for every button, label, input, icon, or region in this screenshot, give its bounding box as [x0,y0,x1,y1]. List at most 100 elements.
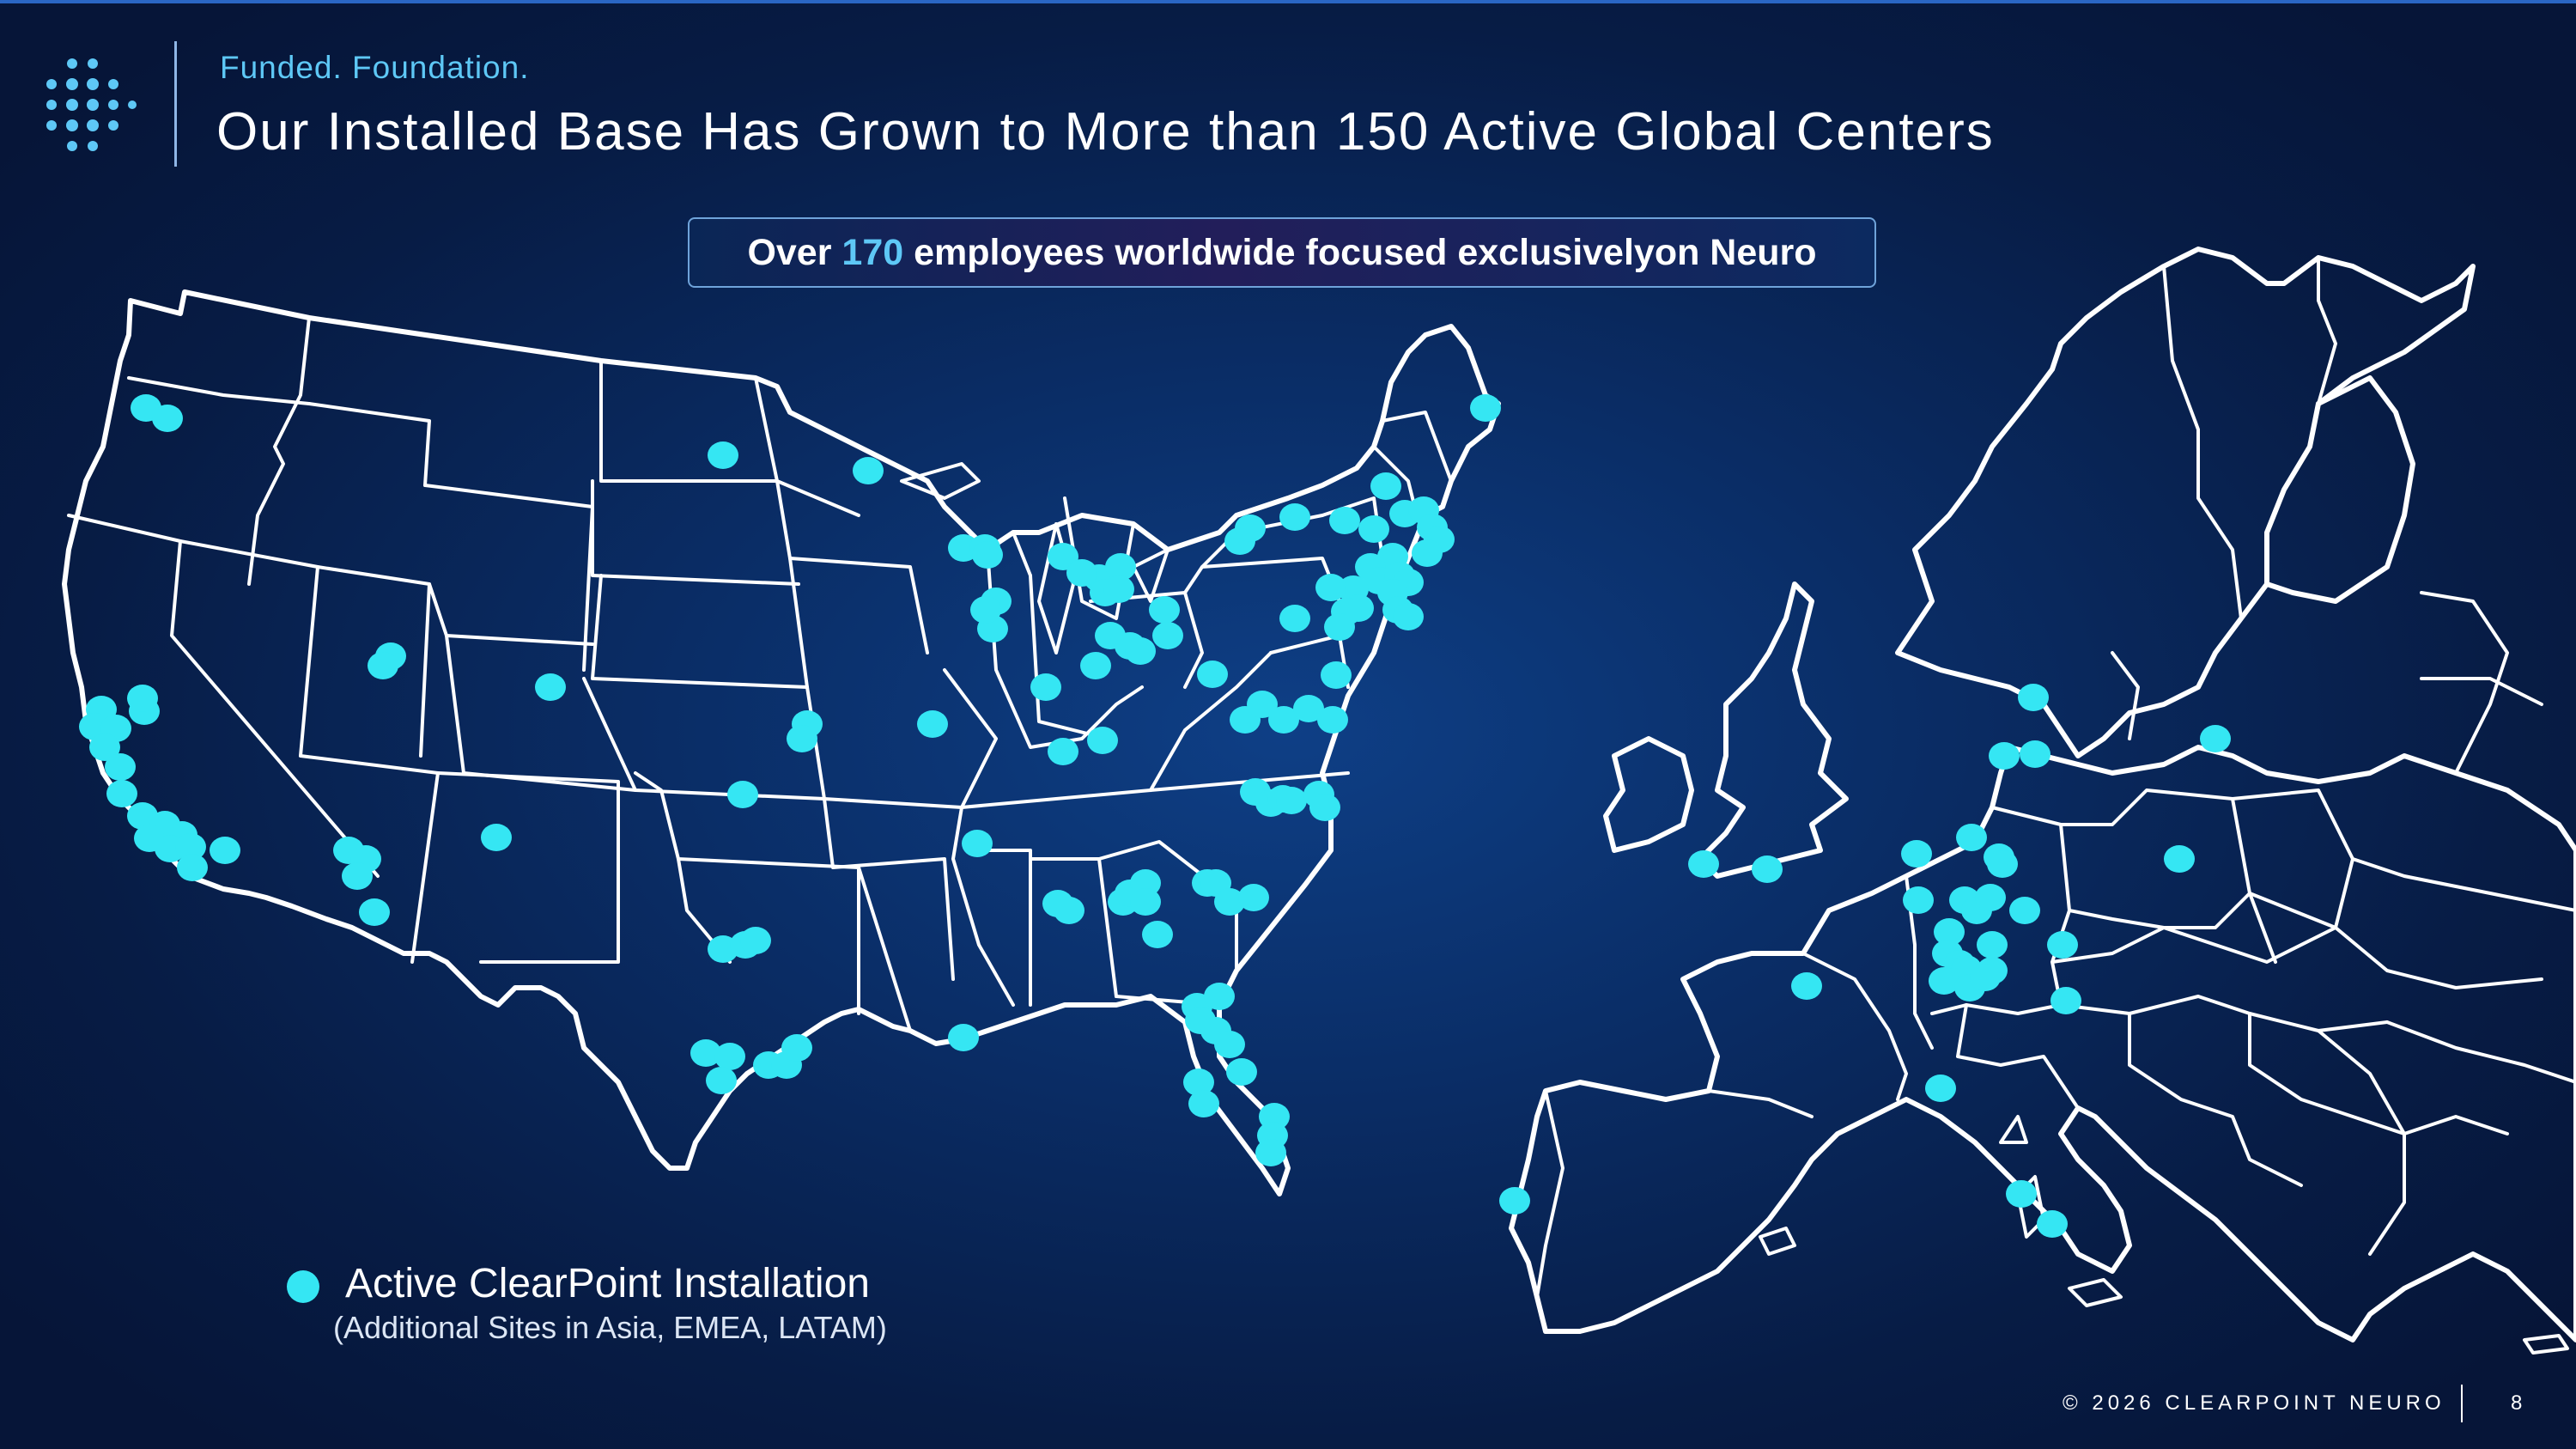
installation-marker [706,1067,737,1094]
installation-marker [1255,1139,1286,1166]
legend-label: Active ClearPoint Installation [345,1261,870,1306]
installation-marker [2047,931,2078,959]
installation-marker [1321,661,1352,689]
installation-marker [714,1043,745,1070]
installation-marker [1929,967,1959,995]
installation-marker [781,1034,812,1062]
legend-note: (Additional Sites in Asia, EMEA, LATAM) [333,1310,887,1345]
us-outline [62,289,1501,1196]
installation-marker [105,753,136,781]
installation-marker [210,837,240,864]
installation-marker [1276,787,1307,814]
header-divider [174,41,177,167]
installation-marker [89,734,120,761]
installation-marker [1105,553,1136,581]
installation-marker [1197,661,1228,688]
installation-marker [1188,1090,1219,1117]
installation-marker [1183,1068,1214,1096]
installation-marker [2018,684,2049,711]
installation-marker [1130,869,1161,897]
installation-marker [535,673,566,701]
finland-outline [2264,375,2415,604]
installation-marker [1688,850,1719,878]
installation-marker [1315,574,1346,601]
installation-marker [1317,706,1348,734]
installation-marker [1080,652,1111,679]
footer-divider [2461,1385,2463,1422]
installation-marker [1247,691,1278,718]
installation-marker [106,780,137,807]
installation-marker [2050,987,2081,1014]
installation-marker [1268,706,1299,734]
installation-marker [1214,1031,1245,1058]
installation-marker [1970,964,2001,991]
installation-marker [853,457,884,484]
installation-marker [127,685,158,712]
installation-marker [1152,622,1183,649]
installation-marker [948,534,979,562]
clearpoint-logo-icon [46,58,137,151]
page-number: 8 [2511,1391,2523,1415]
installation-marker [2006,1180,2037,1208]
installation-marker [177,854,208,881]
installation-marker [1925,1075,1956,1102]
installation-marker [1499,1187,1530,1215]
installation-marker [1329,507,1360,534]
installation-marker [1470,394,1501,422]
installation-marker [359,898,390,926]
installation-marker [1791,972,1822,1000]
ireland-outline [1603,736,1694,853]
installation-marker [1934,918,1965,946]
installation-marker [1293,695,1324,722]
installation-marker [2200,725,2231,752]
installation-marker [1393,603,1424,630]
installation-marker [1030,673,1061,701]
installation-marker [1214,888,1245,916]
installation-marker [1987,850,2018,878]
scandinavia-outline [1895,247,2476,758]
installation-marker [2164,845,2195,873]
tagline: Funded. Foundation. [220,50,530,85]
installation-marker [1309,794,1340,821]
installation-marker [2037,1210,2068,1238]
installation-marker [1977,931,2008,959]
installation-marker [727,781,758,808]
installation-marker [481,824,512,851]
footer-copyright: © 2026 CLEARPOINT NEURO [2063,1391,2445,1415]
installation-marker [1125,637,1156,665]
callout-number: 170 [841,231,904,273]
top-accent-line [0,0,2576,3]
installation-marker [1903,886,1934,914]
installation-marker [1752,855,1783,883]
installation-marker [1087,727,1118,754]
installation-marker [948,1024,979,1051]
page-title: Our Installed Base Has Grown to More tha… [216,102,1995,161]
installation-marker [1103,575,1134,603]
installation-marker [1066,559,1097,587]
installation-marker [1048,738,1078,765]
installation-marker [368,652,398,679]
installation-marker [152,405,183,432]
installation-marker [1279,503,1310,531]
installation-marker [1279,605,1310,632]
installation-marker [1956,824,1987,851]
installation-marker [342,862,373,890]
callout-suffix: employees worldwide focused exclusivelyo… [903,231,1817,273]
installation-marker [740,927,771,954]
installation-marker [1370,472,1401,500]
installation-marker [1901,840,1932,868]
installation-marker [1238,884,1269,911]
installation-marker [787,725,817,752]
us-state-borders [62,289,1501,1196]
installation-marker [1204,983,1235,1010]
installation-marker [1149,596,1180,624]
installation-marker [1054,897,1084,924]
employee-callout: Over 170 employees worldwide focused exc… [688,217,1876,288]
installation-marker [1975,884,2006,911]
installation-marker [708,441,738,469]
installation-marker [1324,613,1355,641]
installation-marker [2009,897,2040,924]
installation-marker [1989,742,2020,770]
